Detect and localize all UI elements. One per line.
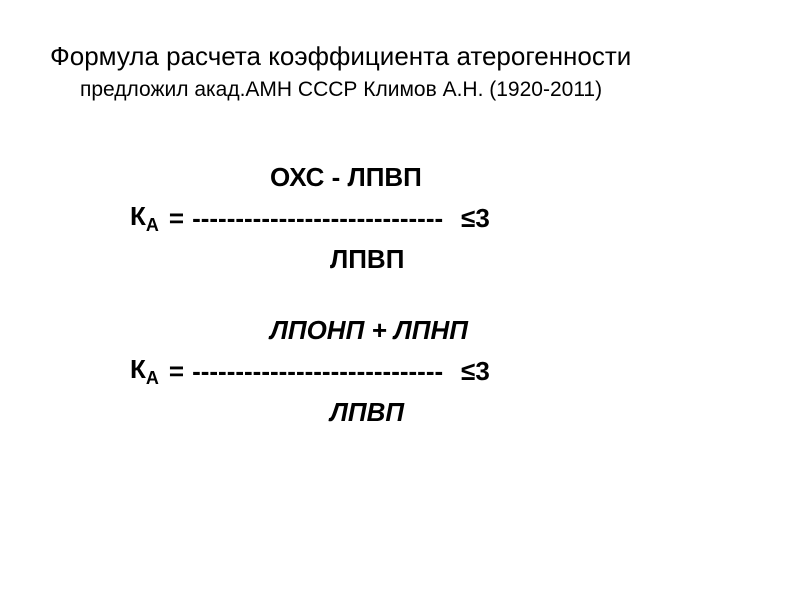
formula-2-equals: =: [169, 356, 184, 387]
formula-1-ka-label: К: [130, 201, 146, 231]
formula-1-ka-sub: А: [146, 215, 159, 235]
formula-2-dashes: -----------------------------: [192, 356, 443, 387]
formula-1-equals: =: [169, 203, 184, 234]
formula-1-dashes: -----------------------------: [192, 203, 443, 234]
formula-2-ka: КА: [130, 354, 159, 389]
formula-2: ЛПОНП + ЛПНП КА = ----------------------…: [130, 315, 750, 428]
formula-1-result: ≤3: [461, 203, 490, 234]
formula-2-ka-label: К: [130, 354, 146, 384]
formula-2-numerator: ЛПОНП + ЛПНП: [270, 315, 750, 346]
formula-1-line: КА = ----------------------------- ≤3: [130, 201, 750, 236]
formulas-block: ОХС - ЛПВП КА = ------------------------…: [130, 162, 750, 428]
formula-2-result: ≤3: [461, 356, 490, 387]
formula-2-ka-sub: А: [146, 368, 159, 388]
formula-2-denominator: ЛПВП: [330, 397, 750, 428]
formula-1-ka: КА: [130, 201, 159, 236]
formula-1: ОХС - ЛПВП КА = ------------------------…: [130, 162, 750, 275]
formula-1-denominator: ЛПВП: [330, 244, 750, 275]
formula-2-line: КА = ----------------------------- ≤3: [130, 354, 750, 389]
formula-1-numerator: ОХС - ЛПВП: [270, 162, 750, 193]
title-block: Формула расчета коэффициента атерогеннос…: [50, 40, 750, 102]
title-main: Формула расчета коэффициента атерогеннос…: [50, 40, 750, 74]
slide-container: Формула расчета коэффициента атерогеннос…: [0, 0, 800, 600]
title-sub: предложил акад.АМН СССР Климов А.Н. (192…: [80, 78, 750, 102]
